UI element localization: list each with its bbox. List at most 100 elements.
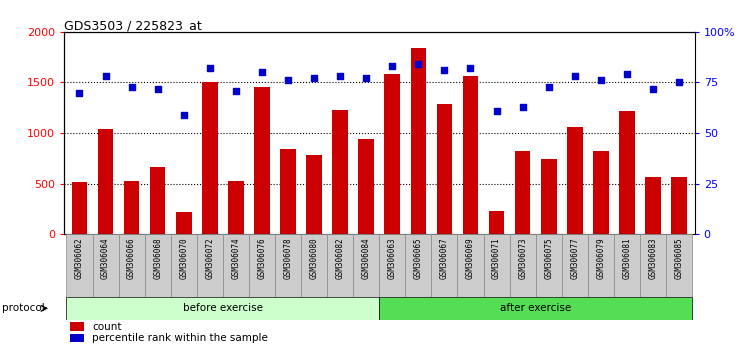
Bar xyxy=(280,149,296,234)
Bar xyxy=(385,74,400,234)
Bar xyxy=(619,111,635,234)
Bar xyxy=(71,182,87,234)
Bar xyxy=(640,234,666,297)
Point xyxy=(74,90,86,96)
Bar xyxy=(379,234,406,297)
Text: after exercise: after exercise xyxy=(500,303,572,313)
Text: GSM306065: GSM306065 xyxy=(414,238,423,279)
Text: GDS3503 / 225823_at: GDS3503 / 225823_at xyxy=(64,19,201,32)
Bar xyxy=(489,211,505,234)
Bar xyxy=(66,297,379,320)
Point xyxy=(412,62,424,67)
Bar xyxy=(197,234,223,297)
Point xyxy=(464,65,476,71)
Bar xyxy=(333,110,348,234)
Text: GSM306069: GSM306069 xyxy=(466,238,475,279)
Bar xyxy=(614,234,640,297)
Point xyxy=(178,112,190,118)
Text: GSM306080: GSM306080 xyxy=(309,238,318,279)
Text: GSM306072: GSM306072 xyxy=(205,238,214,279)
Bar xyxy=(510,234,535,297)
Text: GSM306081: GSM306081 xyxy=(623,238,632,279)
Bar xyxy=(301,234,327,297)
Text: GSM306076: GSM306076 xyxy=(258,238,267,279)
Bar xyxy=(431,234,457,297)
Bar xyxy=(249,234,275,297)
Bar xyxy=(124,181,140,234)
Bar xyxy=(70,322,84,331)
Text: GSM306085: GSM306085 xyxy=(674,238,683,279)
Point xyxy=(386,63,398,69)
Point xyxy=(439,68,451,73)
Bar xyxy=(306,155,322,234)
Bar xyxy=(176,212,192,234)
Text: GSM306082: GSM306082 xyxy=(336,238,345,279)
Bar xyxy=(327,234,353,297)
Text: GSM306074: GSM306074 xyxy=(231,238,240,279)
Bar xyxy=(228,181,244,234)
Bar xyxy=(150,166,165,234)
Bar xyxy=(562,234,588,297)
Bar xyxy=(353,234,379,297)
Text: GSM306066: GSM306066 xyxy=(127,238,136,279)
Text: GSM306079: GSM306079 xyxy=(596,238,605,279)
Point xyxy=(282,78,294,83)
Point xyxy=(360,76,372,81)
Bar xyxy=(406,234,431,297)
Point xyxy=(230,88,242,93)
Bar xyxy=(411,48,426,234)
Point xyxy=(100,74,112,79)
Text: percentile rank within the sample: percentile rank within the sample xyxy=(92,333,268,343)
Text: GSM306073: GSM306073 xyxy=(518,238,527,279)
Point xyxy=(256,69,268,75)
Text: GSM306063: GSM306063 xyxy=(388,238,397,279)
Point xyxy=(595,78,607,83)
Text: GSM306067: GSM306067 xyxy=(440,238,449,279)
Bar xyxy=(145,234,170,297)
Bar xyxy=(98,129,113,234)
Point xyxy=(334,74,346,79)
Bar xyxy=(275,234,301,297)
Point xyxy=(621,72,633,77)
Bar xyxy=(70,334,84,342)
Point xyxy=(125,84,137,89)
Text: count: count xyxy=(92,321,122,332)
Bar xyxy=(92,234,119,297)
Text: before exercise: before exercise xyxy=(182,303,263,313)
Text: GSM306075: GSM306075 xyxy=(544,238,553,279)
Bar xyxy=(436,104,452,234)
Text: GSM306064: GSM306064 xyxy=(101,238,110,279)
Text: GSM306068: GSM306068 xyxy=(153,238,162,279)
Text: GSM306083: GSM306083 xyxy=(648,238,657,279)
Bar xyxy=(463,76,478,234)
Bar xyxy=(202,82,218,234)
Text: GSM306084: GSM306084 xyxy=(362,238,371,279)
Bar xyxy=(170,234,197,297)
Text: GSM306062: GSM306062 xyxy=(75,238,84,279)
Bar xyxy=(223,234,249,297)
Text: protocol: protocol xyxy=(2,303,44,313)
Bar xyxy=(514,151,530,234)
Bar xyxy=(379,297,692,320)
Bar xyxy=(666,234,692,297)
Text: GSM306078: GSM306078 xyxy=(284,238,293,279)
Bar xyxy=(588,234,614,297)
Point xyxy=(308,76,320,81)
Bar xyxy=(535,234,562,297)
Point xyxy=(647,86,659,91)
Bar xyxy=(671,177,687,234)
Bar xyxy=(457,234,484,297)
Text: GSM306071: GSM306071 xyxy=(492,238,501,279)
Bar xyxy=(541,159,556,234)
Point xyxy=(152,86,164,91)
Bar xyxy=(484,234,510,297)
Text: GSM306070: GSM306070 xyxy=(179,238,189,279)
Bar xyxy=(254,86,270,234)
Text: GSM306077: GSM306077 xyxy=(570,238,579,279)
Point xyxy=(490,108,502,114)
Bar xyxy=(119,234,145,297)
Bar xyxy=(66,234,92,297)
Point xyxy=(204,65,216,71)
Bar xyxy=(593,151,608,234)
Point xyxy=(673,80,685,85)
